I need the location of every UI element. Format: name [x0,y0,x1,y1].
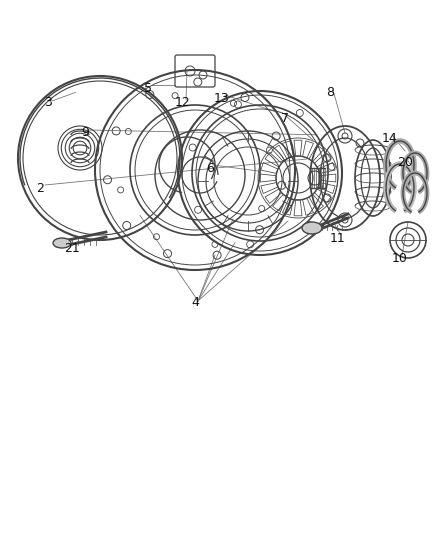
Text: 9: 9 [81,126,89,140]
Text: 6: 6 [206,161,214,174]
Text: 4: 4 [191,296,199,310]
Text: 12: 12 [175,96,191,109]
Text: 14: 14 [382,132,398,144]
Text: 8: 8 [326,86,334,100]
Text: 7: 7 [281,111,289,125]
Text: 11: 11 [330,231,346,245]
Text: 10: 10 [392,252,408,264]
Text: 21: 21 [64,241,80,254]
Text: 20: 20 [397,157,413,169]
Text: 5: 5 [144,82,152,94]
Text: 2: 2 [36,182,44,195]
Text: 3: 3 [44,96,52,109]
Ellipse shape [53,238,71,248]
Ellipse shape [302,222,322,234]
Text: 13: 13 [214,92,230,104]
